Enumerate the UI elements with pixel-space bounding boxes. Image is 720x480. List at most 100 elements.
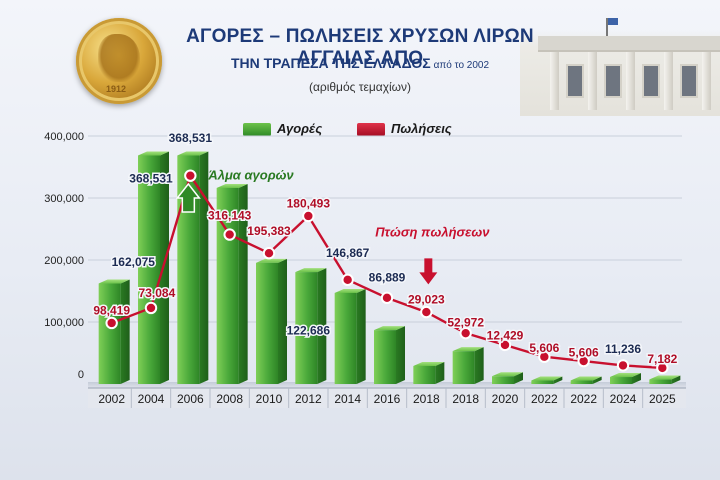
bank-roof bbox=[538, 36, 720, 52]
x-tick-label: 2018 bbox=[413, 392, 440, 406]
x-tick-label: 2010 bbox=[256, 392, 283, 406]
bar-top bbox=[610, 373, 641, 378]
bar-purchases bbox=[649, 375, 681, 384]
bank-of-greece-building-image bbox=[520, 18, 720, 116]
bar-purchases bbox=[295, 268, 327, 384]
bar-top bbox=[256, 258, 287, 263]
bar-front bbox=[295, 272, 318, 384]
bar-side bbox=[671, 375, 681, 384]
chart-floor bbox=[88, 382, 686, 390]
bar-side bbox=[238, 183, 248, 384]
bank-column bbox=[550, 52, 559, 110]
bar-side bbox=[553, 376, 563, 384]
bar-front bbox=[452, 351, 475, 384]
legend-swatch-sales bbox=[357, 123, 385, 136]
bar-purchases bbox=[334, 288, 366, 384]
sales-point bbox=[223, 228, 236, 241]
bar-top bbox=[374, 326, 405, 331]
sales-point bbox=[538, 350, 551, 363]
x-tick-label: 2024 bbox=[610, 392, 637, 406]
data-label: 122,686 bbox=[287, 323, 331, 337]
bar-top bbox=[177, 151, 209, 156]
annotation-jump-label: Άλμα αγορών bbox=[207, 167, 294, 182]
sales-point bbox=[420, 305, 433, 319]
bar-purchases bbox=[610, 373, 641, 384]
bar-side bbox=[317, 268, 327, 384]
bank-window bbox=[642, 64, 660, 98]
bar-purchases bbox=[98, 279, 130, 384]
bar-purchases bbox=[452, 347, 484, 384]
chart-title: ΑΓΟΡΕΣ – ΠΩΛΗΣΕΙΣ ΧΡΥΣΩΝ ΛΙΡΩΝ ΑΓΓΛΙΑΣ Α… bbox=[186, 26, 534, 69]
bar-purchases bbox=[531, 376, 563, 384]
data-label: 52,972 bbox=[447, 315, 484, 329]
bar-top bbox=[295, 268, 327, 273]
data-label: 162,075 bbox=[112, 255, 156, 269]
data-label: 11,236 bbox=[605, 342, 641, 356]
data-label: 195,383 bbox=[247, 224, 291, 238]
x-tick-label: 2008 bbox=[216, 392, 243, 406]
bar-top bbox=[492, 372, 523, 377]
legend-swatch-purchases bbox=[243, 123, 271, 136]
data-label: 5,606 bbox=[529, 341, 559, 355]
chart-title-line2-since: από το 2002 bbox=[433, 60, 490, 71]
bar-side bbox=[632, 373, 641, 384]
bar-front bbox=[649, 379, 672, 384]
y-tick-label: 200,000 bbox=[44, 255, 84, 267]
x-tick-label: 2018 bbox=[452, 392, 479, 406]
coin-year-text: 1912 bbox=[106, 84, 127, 94]
bar-front bbox=[531, 380, 554, 384]
bar-top bbox=[452, 347, 484, 352]
bar-front bbox=[413, 366, 436, 384]
chart-title-line2: ΤΗΝ ΤΡΑΠΕΖΑ ΤΗΣ ΕΛΛΑΔΟΣ από το 2002 bbox=[150, 55, 570, 71]
coin-rider-figure bbox=[98, 34, 140, 82]
bar-top bbox=[570, 376, 602, 381]
bank-window bbox=[566, 64, 584, 98]
annotation-drop-label: Πτώση πωλήσεων bbox=[375, 224, 490, 239]
x-tick-label: 2022 bbox=[531, 392, 558, 406]
x-tick-label: 2025 bbox=[649, 392, 676, 406]
annotation-drop-arrow bbox=[419, 258, 438, 285]
sales-point bbox=[459, 326, 472, 340]
bar-front bbox=[492, 376, 514, 384]
data-label: 5,606 bbox=[569, 346, 599, 360]
bar-purchases bbox=[570, 376, 602, 384]
y-tick-label: 300,000 bbox=[44, 193, 84, 205]
bar-front bbox=[374, 330, 396, 384]
sales-point bbox=[184, 169, 197, 182]
bank-column bbox=[626, 52, 635, 110]
legend-label-sales: Πωλήσεις bbox=[391, 121, 452, 136]
legend-label-purchases: Αγορές bbox=[277, 121, 323, 136]
x-tick-label: 2016 bbox=[374, 392, 401, 406]
data-label: 86,889 bbox=[369, 271, 406, 285]
bar-purchases bbox=[138, 151, 169, 384]
bar-front bbox=[138, 155, 160, 384]
bar-front bbox=[570, 380, 593, 384]
sales-point bbox=[577, 354, 590, 368]
data-label: 12,429 bbox=[487, 328, 524, 342]
data-label: 180,493 bbox=[287, 196, 331, 210]
data-label: 316,143 bbox=[208, 209, 252, 223]
sales-point bbox=[262, 246, 276, 260]
data-label: 146,867 bbox=[326, 246, 370, 260]
bar-side bbox=[435, 362, 445, 384]
bar-side bbox=[592, 376, 602, 384]
bar-side bbox=[278, 258, 287, 384]
y-tick-label: 0 bbox=[78, 369, 84, 381]
bar-front bbox=[256, 262, 278, 384]
y-tick-label: 400,000 bbox=[44, 131, 84, 143]
x-axis-band bbox=[88, 388, 686, 408]
gold-sovereign-coin-image: 1912 bbox=[76, 18, 162, 104]
x-tick-label: 2014 bbox=[334, 392, 361, 406]
chart-subtitle: (αριθμός τεμαχίων) bbox=[308, 80, 412, 94]
bar-top bbox=[649, 375, 681, 380]
bar-top bbox=[334, 288, 366, 293]
sales-point bbox=[144, 301, 158, 315]
bar-purchases bbox=[492, 372, 523, 384]
bar-purchases bbox=[177, 151, 209, 384]
data-label: 29,023 bbox=[408, 292, 445, 306]
bank-column bbox=[702, 52, 711, 110]
sales-point bbox=[105, 316, 118, 330]
y-tick-label: 100,000 bbox=[44, 317, 84, 329]
bar-side bbox=[396, 326, 405, 384]
